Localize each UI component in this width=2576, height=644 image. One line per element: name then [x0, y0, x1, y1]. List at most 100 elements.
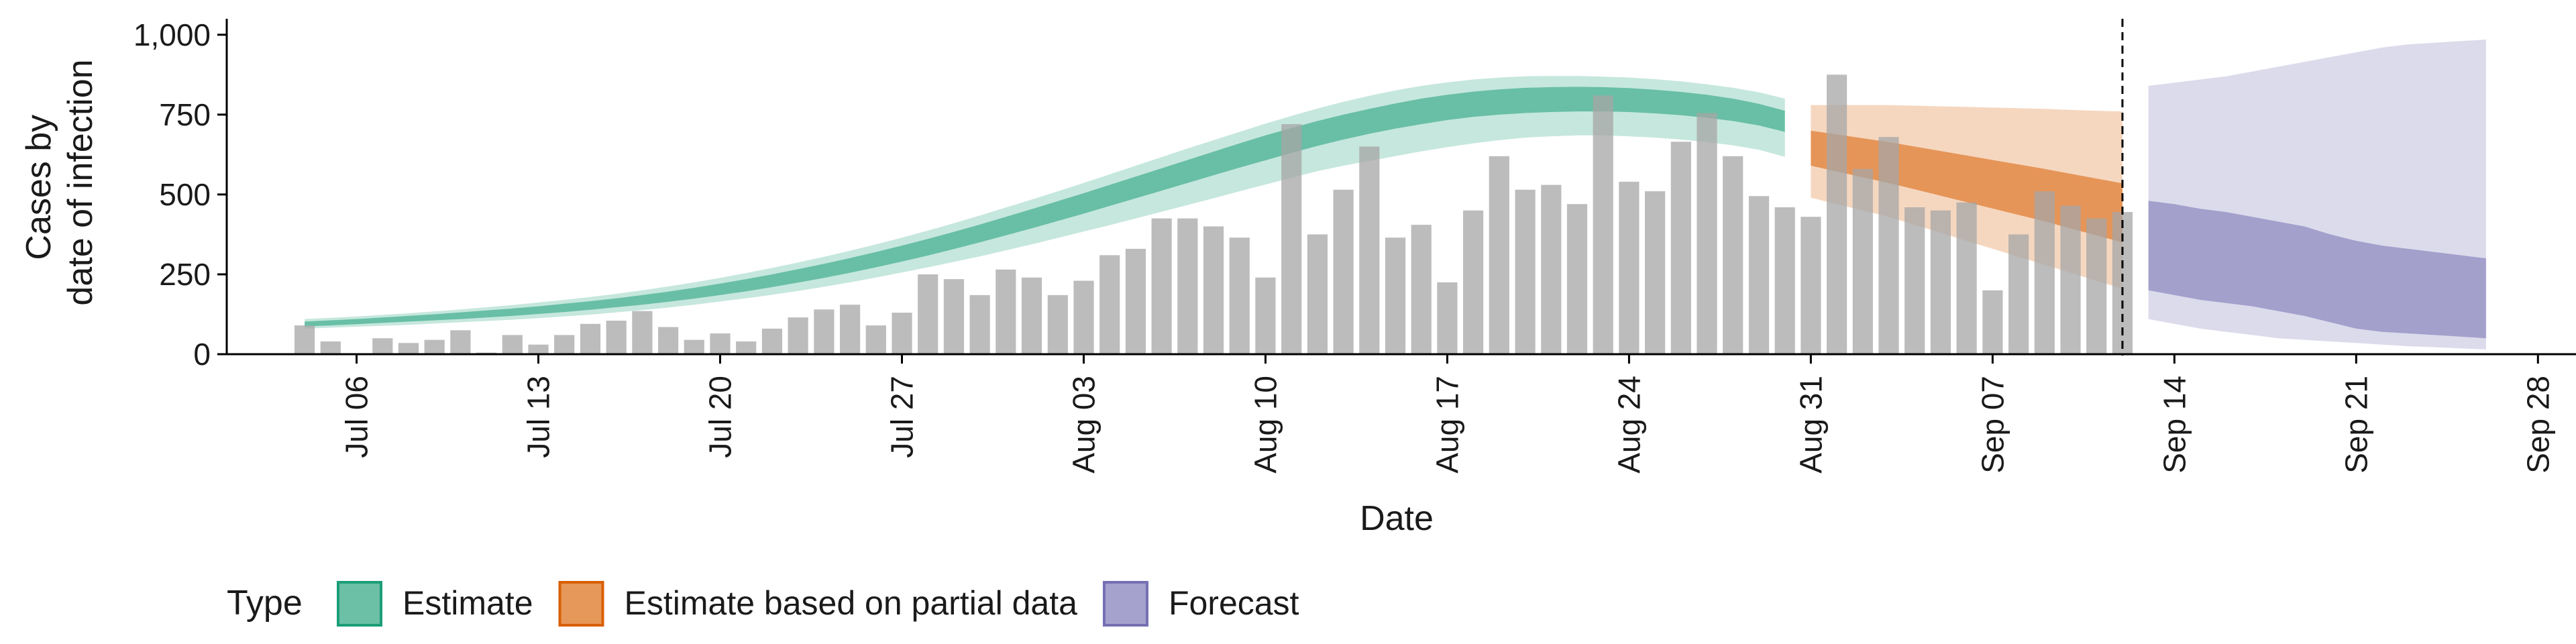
- legend-key-estimate-based-on-partial-data: [558, 581, 604, 627]
- bar: [1177, 218, 1198, 354]
- axes-layer: [217, 19, 2576, 364]
- y-tick-label: 0: [193, 337, 211, 372]
- bar: [969, 294, 990, 354]
- bar: [580, 323, 601, 354]
- bar: [320, 341, 341, 354]
- bar: [943, 279, 964, 354]
- bar: [1463, 210, 1484, 354]
- x-tick-label: Jul 27: [885, 376, 920, 458]
- x-tick-label: Aug 03: [1067, 376, 1102, 474]
- legend-key-forecast: [1102, 581, 1148, 627]
- bars-layer: [294, 74, 2133, 355]
- bar: [996, 269, 1016, 354]
- x-tick-label: Aug 17: [1430, 376, 1464, 474]
- bar: [1489, 156, 1509, 355]
- bar: [1930, 210, 1951, 354]
- bar: [294, 325, 315, 354]
- bar: [502, 335, 523, 354]
- bar: [632, 311, 653, 354]
- bar: [1359, 146, 1380, 354]
- bar: [788, 317, 808, 354]
- bar: [1541, 184, 1562, 354]
- bar: [2060, 205, 2081, 354]
- bar: [1411, 225, 1432, 354]
- x-tick-label: Sep 28: [2520, 376, 2555, 474]
- bar: [1255, 277, 1276, 354]
- bar: [1099, 255, 1120, 354]
- bar: [710, 333, 731, 354]
- bar: [736, 341, 757, 354]
- bar: [1437, 282, 1458, 354]
- bar: [606, 321, 627, 354]
- y-axis-title-line-1: Cases by: [19, 115, 58, 260]
- x-tick-label: Sep 14: [2157, 376, 2192, 474]
- bar: [1670, 142, 1691, 355]
- y-tick-labels: 0 250 500 750 1,000: [133, 17, 211, 372]
- bar: [1047, 294, 1068, 354]
- ribbon-estimate-50: [305, 87, 1785, 327]
- legend-label-estimate-based-on-partial-data: Estimate based on partial data: [625, 584, 1078, 622]
- bar: [2008, 234, 2029, 354]
- bar: [2086, 218, 2107, 354]
- x-tick-label: Aug 10: [1248, 376, 1283, 474]
- bar: [1203, 226, 1224, 354]
- bar: [1515, 189, 1536, 354]
- bar: [761, 328, 782, 354]
- bar: [918, 274, 938, 354]
- bar: [658, 327, 679, 354]
- legend-label-estimate: Estimate: [402, 584, 533, 622]
- ribbon-forecast-50: [2148, 201, 2486, 339]
- bar: [2034, 191, 2055, 354]
- x-tick-label: Sep 21: [2339, 376, 2373, 474]
- legend: Type Estimate Estimate based on partial da…: [227, 581, 1299, 627]
- y-tick-label: 500: [159, 177, 211, 212]
- bar: [1723, 156, 1743, 355]
- bar: [1593, 95, 1613, 355]
- bar: [892, 313, 912, 354]
- bar: [1385, 237, 1406, 354]
- y-axis-title: Cases by date of infection: [19, 59, 100, 305]
- bar: [1645, 191, 1666, 354]
- bar: [1878, 137, 1899, 354]
- y-tick-label: 250: [159, 257, 211, 292]
- y-axis-title-line-2: date of infection: [61, 59, 100, 305]
- bar: [1073, 280, 1094, 354]
- bar: [814, 309, 835, 354]
- bar: [1827, 74, 1847, 355]
- x-tick-label: Aug 31: [1793, 376, 1828, 474]
- bar: [372, 338, 393, 354]
- bar: [1333, 189, 1354, 354]
- bar: [1956, 202, 1977, 354]
- bar: [684, 339, 704, 354]
- bar: [1125, 248, 1146, 354]
- bar: [840, 305, 861, 354]
- bar: [1151, 218, 1172, 354]
- bar: [1229, 237, 1250, 354]
- legend-title: Type: [227, 584, 303, 623]
- bar: [554, 335, 575, 354]
- bar: [1982, 290, 2003, 354]
- y-tick-label: 750: [159, 97, 211, 132]
- x-tick-label: Jul 20: [703, 376, 738, 458]
- bar: [1748, 196, 1770, 354]
- bar: [1619, 181, 1640, 354]
- bar: [528, 344, 549, 354]
- bar: [1566, 204, 1588, 354]
- x-tick-labels: Jul 06 Jul 13 Jul 20 Jul 27 Aug 03 Aug 10 Aug …: [339, 376, 2556, 474]
- bar: [865, 325, 886, 354]
- bar: [1774, 207, 1795, 354]
- bar: [450, 330, 471, 354]
- y-tick-label: 1,000: [133, 17, 211, 52]
- bar: [1852, 168, 1873, 355]
- x-axis-title: Date: [1360, 499, 1434, 538]
- bar: [1801, 217, 1821, 354]
- bar: [398, 343, 419, 354]
- bar: [1281, 124, 1302, 354]
- ribbon-estimate-90: [305, 76, 1785, 329]
- bar: [1697, 113, 1717, 354]
- x-tick-label: Aug 24: [1611, 376, 1646, 474]
- legend-key-estimate: [337, 581, 382, 627]
- bar: [424, 339, 445, 354]
- x-tick-label: Sep 07: [1975, 376, 2010, 474]
